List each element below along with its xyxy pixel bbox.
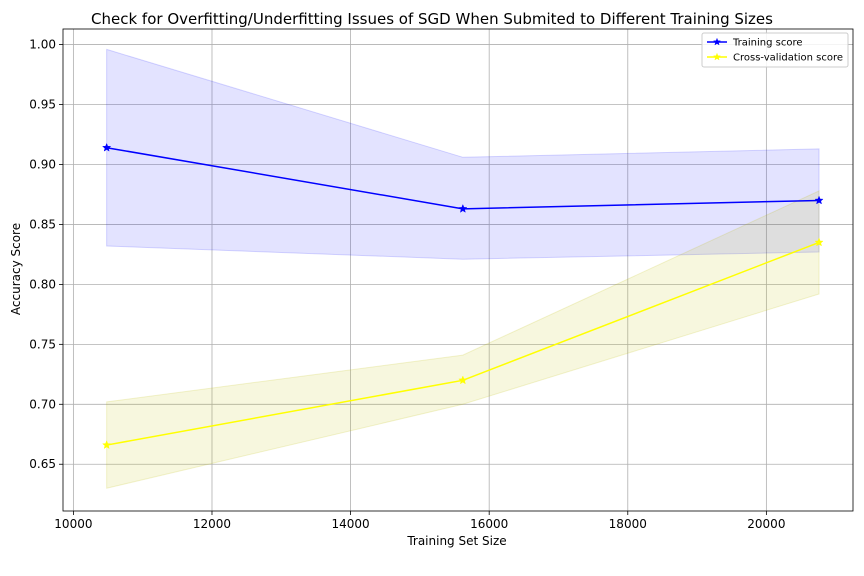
legend: Training score Cross-validation score	[701, 32, 849, 68]
point-series-0-2	[814, 195, 824, 205]
point-series-1-0	[101, 440, 112, 450]
point-series-1-2	[814, 237, 824, 247]
chart-title: Check for Overfitting/Underfitting Issue…	[91, 10, 773, 28]
y-tick-label: 0.70	[29, 397, 56, 411]
axes-frame	[62, 28, 854, 512]
y-axis-label: Accuracy Score	[9, 223, 23, 315]
x-tick-label: 16000	[470, 517, 508, 531]
x-tick-label: 18000	[609, 517, 647, 531]
point-series-0-0	[101, 142, 112, 152]
x-tick-label: 14000	[331, 517, 369, 531]
legend-marker-0	[712, 37, 722, 46]
legend-label-0: Training score	[732, 38, 803, 49]
point-series-1-1	[458, 375, 468, 385]
legend-box	[701, 32, 849, 68]
band-series-0	[106, 48, 820, 260]
y-tick-label: 0.95	[29, 98, 56, 112]
band-series-1	[106, 190, 820, 489]
legend-label-1: Cross-validation score	[733, 53, 843, 64]
plot-area: 10000 12000 14000 16000 18000 20000 0.65 0.70 0.…	[29, 28, 854, 531]
x-tick-label: 20000	[747, 517, 785, 531]
x-tick-label: 12000	[193, 517, 231, 531]
y-tick-label: 0.90	[29, 157, 56, 171]
x-tick-label: 10000	[54, 517, 92, 531]
y-tick-label: 0.80	[29, 277, 56, 291]
y-tick-label: 0.75	[29, 337, 56, 351]
point-series-0-1	[458, 203, 468, 213]
y-tick-label: 1.00	[29, 38, 56, 52]
y-tick-label: 0.65	[29, 457, 56, 471]
x-axis-label: Training Set Size	[406, 534, 506, 548]
legend-marker-1	[712, 52, 722, 61]
y-tick-label: 0.85	[29, 217, 56, 231]
